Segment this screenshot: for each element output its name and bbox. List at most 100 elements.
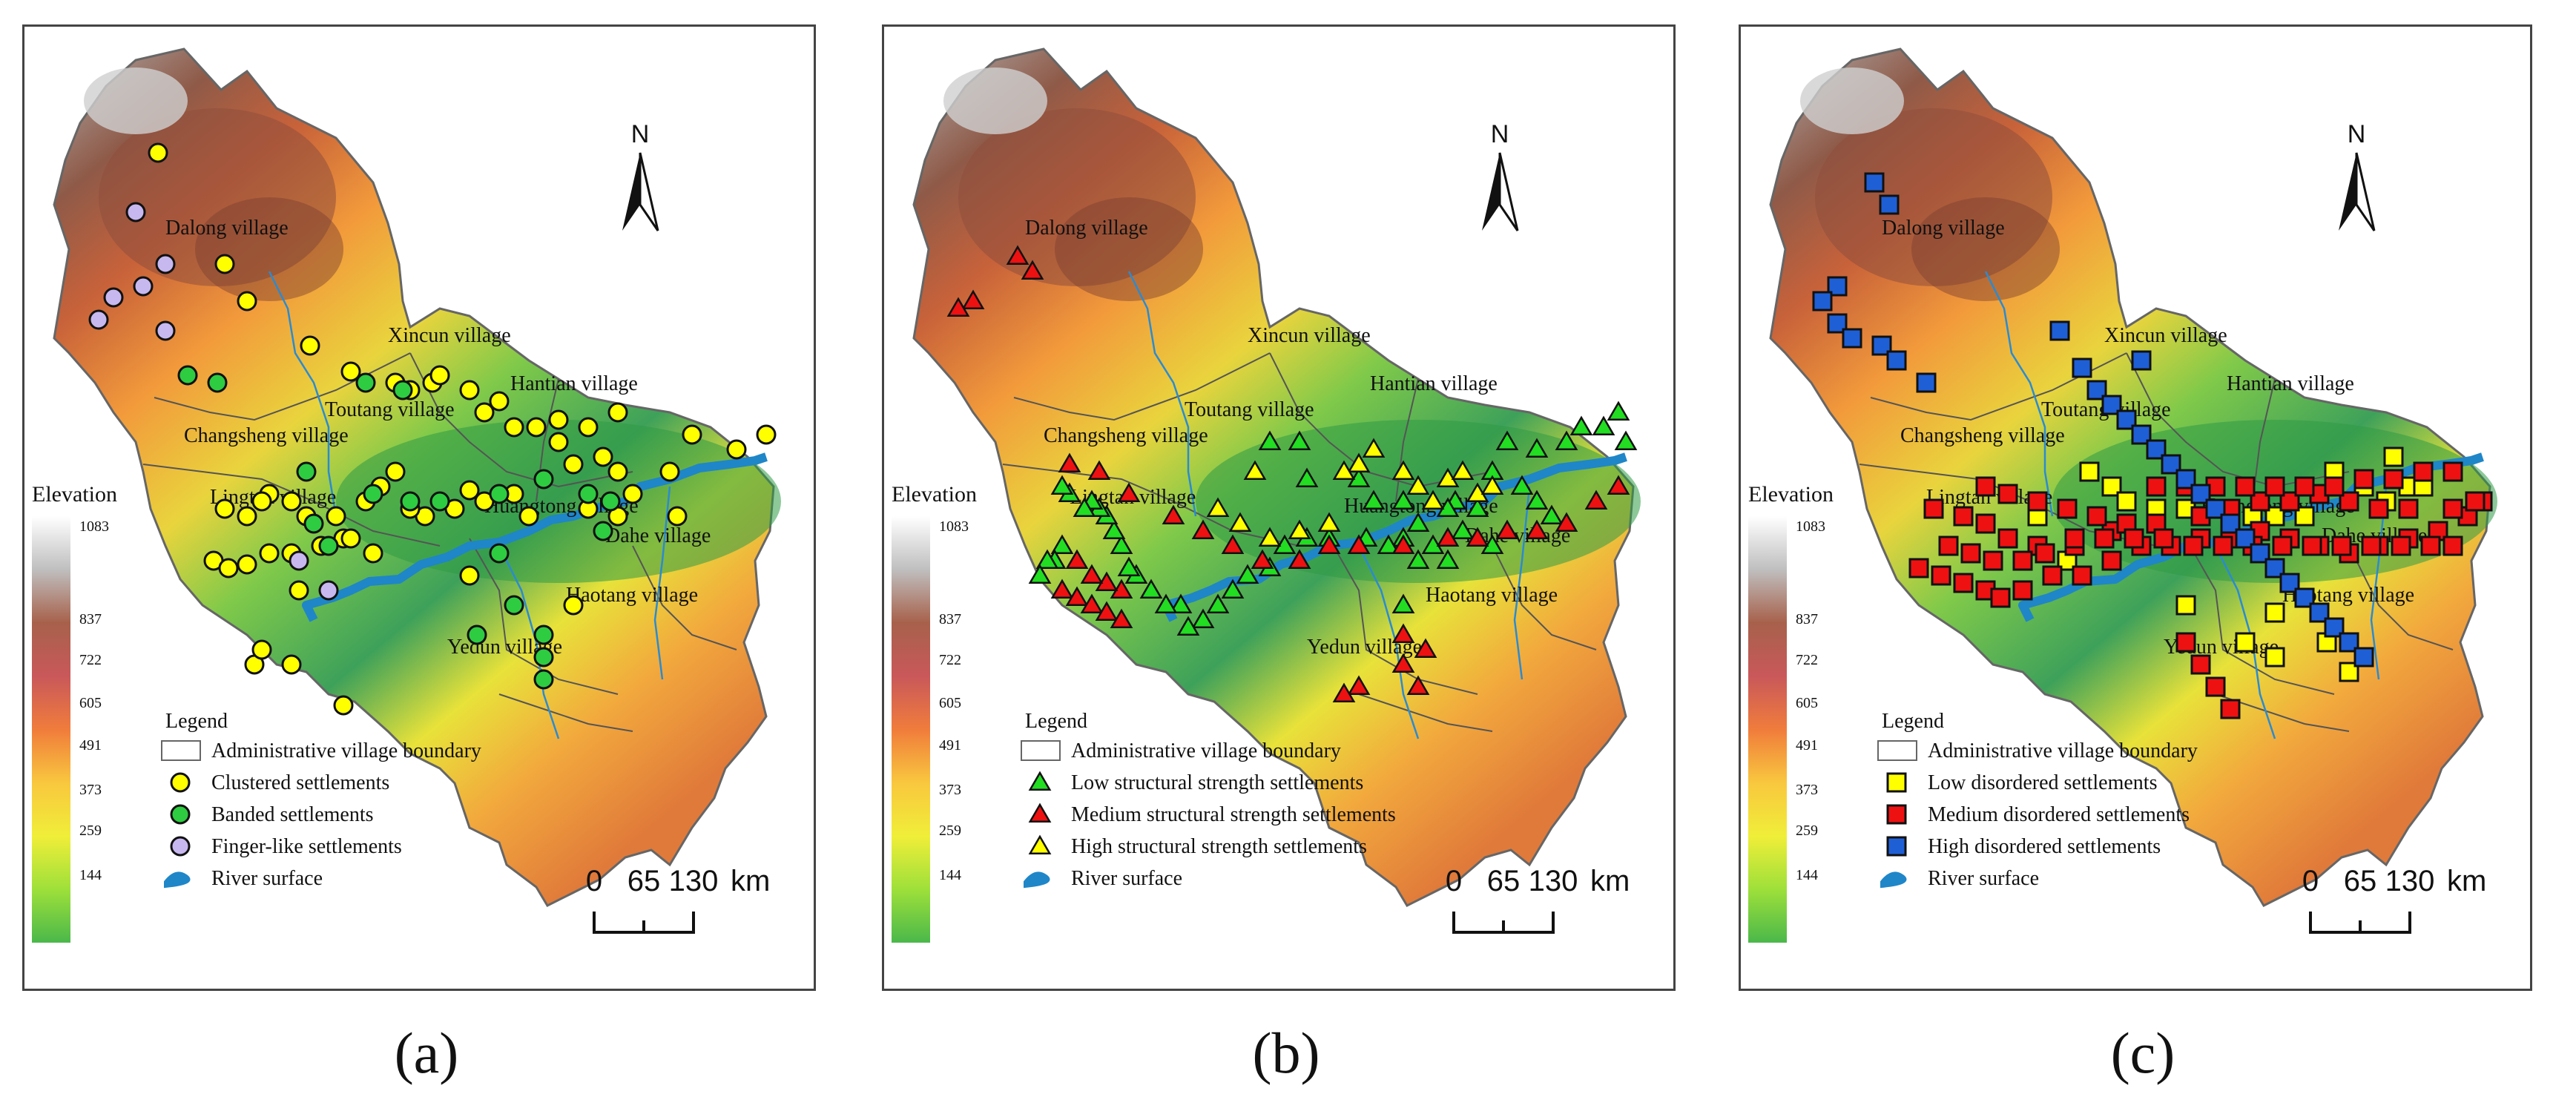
settlement-marker xyxy=(392,380,413,401)
legend-symbol xyxy=(1886,772,1907,793)
settlement-marker xyxy=(155,320,176,341)
settlement-marker xyxy=(1065,549,1089,569)
settlement-marker xyxy=(1391,460,1415,480)
elevation-tick: 259 xyxy=(939,823,961,839)
village-boundary xyxy=(1002,464,1300,547)
settlement-marker xyxy=(281,491,302,512)
settlement-marker xyxy=(1058,452,1081,472)
settlement-marker xyxy=(1495,430,1519,450)
settlement-marker xyxy=(1812,291,1833,312)
settlement-marker xyxy=(1466,527,1489,547)
elevation-bar xyxy=(892,516,930,943)
legend-river-label: River surface xyxy=(1928,867,2039,890)
mountain-shade xyxy=(958,108,1196,286)
settlement-marker xyxy=(2146,476,2167,497)
settlement-marker xyxy=(281,654,302,675)
settlement-marker xyxy=(1362,490,1386,510)
settlement-marker xyxy=(489,543,510,564)
settlement-marker xyxy=(1102,519,1126,539)
settlement-marker xyxy=(2383,469,2404,490)
settlement-marker xyxy=(1391,490,1415,510)
settlement-marker xyxy=(237,291,257,312)
settlement-marker xyxy=(1569,415,1593,435)
village-label: Hantian village xyxy=(510,372,638,395)
village-boundary xyxy=(2126,352,2350,488)
settlement-marker xyxy=(1607,401,1630,421)
elevation-tick: 837 xyxy=(1796,611,1818,627)
settlement-marker xyxy=(1117,482,1141,502)
legend-river-label: River surface xyxy=(1071,867,1182,890)
settlement-marker xyxy=(726,439,747,460)
scale-unit: km xyxy=(1590,865,1630,897)
settlement-marker xyxy=(1406,675,1430,695)
settlement-marker xyxy=(2057,498,2078,519)
settlement-marker xyxy=(2220,699,2241,719)
settlement-marker xyxy=(363,543,383,564)
settlement-marker xyxy=(1983,550,2003,571)
caption-b: (b) xyxy=(1252,1021,1320,1085)
settlement-marker xyxy=(296,461,317,482)
mountain-shade xyxy=(1815,108,2052,286)
settlement-marker xyxy=(2383,446,2404,467)
valley-shade xyxy=(336,420,781,583)
scale-unit: km xyxy=(731,865,770,897)
elevation-tick: 491 xyxy=(939,737,961,754)
settlement-marker xyxy=(659,461,680,482)
settlement-marker xyxy=(363,484,383,504)
settlement-marker xyxy=(429,491,450,512)
settlement-marker xyxy=(2302,535,2322,556)
village-boundary xyxy=(1358,693,1493,732)
settlement-marker xyxy=(533,469,554,490)
settlement-marker xyxy=(237,506,257,527)
settlement-marker xyxy=(177,365,198,386)
legend-symbol xyxy=(170,772,191,793)
elevation-tick: 144 xyxy=(939,867,961,883)
settlement-marker xyxy=(2398,498,2419,519)
settlement-marker xyxy=(2368,498,2389,519)
settlement-marker xyxy=(1451,460,1475,480)
elevation-tick: 259 xyxy=(1796,823,1818,839)
settlement-marker xyxy=(2079,461,2100,482)
settlement-marker xyxy=(2294,587,2315,608)
river-surface xyxy=(302,452,768,622)
legend-label: Clustered settlements xyxy=(211,771,389,794)
settlement-marker xyxy=(1953,573,1974,593)
settlement-marker xyxy=(2324,476,2345,497)
settlement-marker xyxy=(2190,484,2211,504)
settlement-marker xyxy=(1035,549,1059,569)
settlement-marker xyxy=(607,402,628,423)
settlement-marker xyxy=(1997,484,2018,504)
settlement-marker xyxy=(2442,535,2463,556)
settlement-marker xyxy=(756,424,777,445)
settlement-marker xyxy=(459,565,480,586)
settlement-marker xyxy=(578,417,599,438)
settlement-marker xyxy=(2235,632,2256,653)
north-label: N xyxy=(2348,120,2366,148)
settlement-marker xyxy=(1221,579,1245,599)
settlement-marker xyxy=(459,480,480,501)
north-arrow-right xyxy=(2355,152,2376,231)
village-boundary xyxy=(1013,352,1271,421)
settlement-marker xyxy=(2153,528,2174,549)
village-label: Toutang village xyxy=(1185,398,1314,421)
settlement-marker xyxy=(667,506,688,527)
settlement-marker xyxy=(1117,556,1141,576)
legend-symbol xyxy=(1028,802,1052,823)
elevation-bar xyxy=(32,516,70,943)
elevation-tick: 491 xyxy=(1796,737,1818,754)
settlement-marker xyxy=(2012,580,2033,601)
settlement-marker xyxy=(300,335,320,356)
elevation-tick: 373 xyxy=(1796,782,1818,798)
map-panel-a: Dalong village Xincun village Hantian vill… xyxy=(22,24,816,991)
scale-bar xyxy=(2309,912,2411,934)
north-arrow-left xyxy=(1482,153,1500,231)
settlement-marker xyxy=(1975,513,1996,534)
north-arrow: N xyxy=(622,120,659,231)
settlement-marker xyxy=(1332,460,1356,480)
settlement-marker xyxy=(2294,476,2315,497)
village-label: Dalong village xyxy=(1882,217,2005,240)
settlement-marker xyxy=(1176,616,1200,636)
settlement-marker xyxy=(2175,632,2196,653)
settlement-marker xyxy=(1221,534,1245,554)
settlement-marker xyxy=(1406,475,1430,495)
